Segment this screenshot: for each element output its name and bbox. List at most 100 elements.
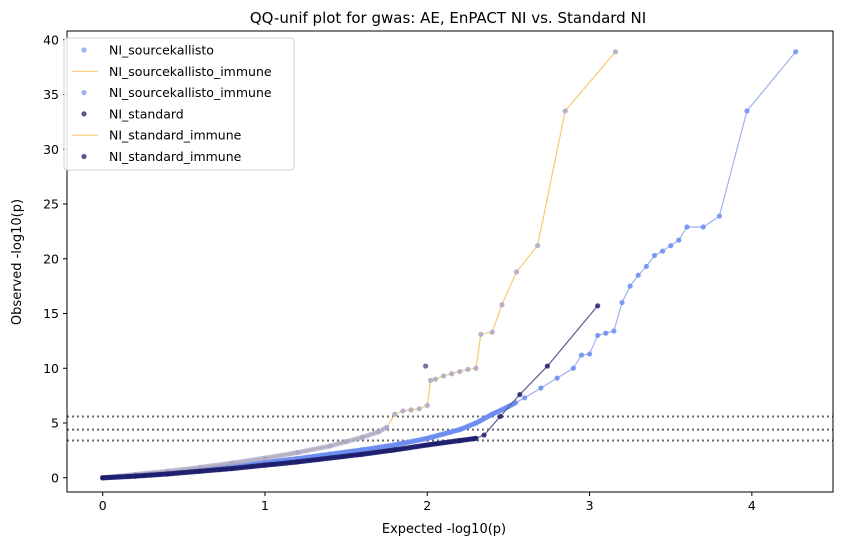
legend-label: NI_sourcekallisto_immune: [109, 85, 272, 100]
y-tick-label: 40: [43, 32, 59, 47]
data-point: [457, 426, 463, 433]
legend-label: NI_standard: [109, 106, 184, 121]
data-point: [327, 455, 333, 461]
significance-lines: [67, 415, 833, 442]
data-point: [595, 332, 601, 339]
data-point: [489, 411, 495, 417]
legend-box: [63, 37, 295, 171]
data-point: [497, 413, 503, 420]
data-point: [457, 368, 463, 375]
chart-title: QQ-unif plot for gwas: AE, EnPACT NI vs.…: [250, 9, 646, 27]
data-point: [473, 365, 479, 371]
data-point: [473, 420, 479, 426]
data-point: [517, 391, 523, 398]
legend: NI_sourcekallisto NI_sourcekallisto_immun…: [63, 37, 295, 171]
data-point: [359, 451, 365, 457]
y-tick-label: 20: [43, 251, 59, 266]
data-point: [100, 475, 106, 481]
data-point: [432, 376, 438, 382]
y-tick-label: 35: [43, 87, 59, 102]
legend-swatch: [81, 47, 87, 53]
data-point: [659, 248, 666, 254]
data-point: [793, 49, 799, 55]
data-point: [262, 462, 268, 468]
data-point: [535, 243, 541, 249]
series-dark: [100, 303, 601, 481]
data-point: [423, 363, 429, 369]
legend-swatch: [81, 90, 87, 96]
data-point: [554, 375, 560, 381]
data-point: [538, 385, 544, 391]
data-point: [473, 435, 479, 441]
x-axis: 0 1 2 3 4: [99, 492, 756, 513]
legend-swatch: [81, 153, 87, 160]
data-point: [499, 302, 505, 308]
data-point: [744, 108, 750, 114]
x-axis-label: Expected -log10(p): [382, 522, 506, 537]
data-point: [684, 224, 690, 230]
y-tick-label: 15: [43, 306, 59, 321]
data-point: [465, 366, 471, 372]
x-tick-label: 0: [99, 498, 107, 513]
y-tick-label: 25: [43, 197, 59, 212]
data-point: [651, 252, 658, 259]
series-outlier: [423, 363, 429, 369]
data-point: [619, 299, 625, 306]
x-tick-label: 3: [586, 498, 594, 513]
data-point: [427, 377, 434, 383]
data-point: [440, 373, 447, 379]
legend-swatch: [81, 111, 87, 117]
data-point: [262, 455, 268, 461]
data-point: [700, 224, 706, 230]
y-tick-label: 10: [43, 361, 59, 376]
y-tick-label: 5: [51, 416, 59, 431]
y-tick-label: 30: [43, 142, 59, 157]
data-point: [544, 363, 550, 369]
data-point: [643, 263, 649, 270]
x-tick-label: 4: [748, 498, 756, 513]
data-point: [449, 371, 455, 377]
data-point: [384, 424, 390, 430]
data-point: [229, 460, 236, 466]
data-point: [359, 447, 365, 453]
x-tick-label: 2: [423, 498, 431, 513]
data-point: [562, 108, 568, 114]
x-tick-label: 1: [261, 498, 269, 513]
data-point: [392, 447, 398, 453]
y-axis: 0 5 10 15 20 25 30 35 40: [43, 32, 67, 485]
y-axis-label: Observed -log10(p): [10, 199, 25, 325]
data-point: [343, 439, 349, 445]
plot-area: [66, 30, 834, 493]
data-point: [408, 407, 414, 413]
data-point: [229, 465, 236, 472]
data-point: [165, 471, 171, 477]
data-point: [416, 406, 422, 412]
data-point: [612, 49, 619, 55]
data-point: [375, 429, 382, 435]
data-point: [522, 395, 528, 401]
legend-label: NI_standard_immune: [109, 128, 242, 143]
data-point: [611, 328, 617, 334]
data-point: [400, 408, 406, 414]
y-tick-label: 0: [51, 470, 59, 485]
legend-label: NI_sourcekallisto_immune: [109, 64, 272, 79]
data-point: [635, 272, 641, 278]
data-point: [603, 330, 609, 336]
data-point: [586, 351, 593, 357]
data-point: [676, 237, 682, 243]
data-point: [513, 269, 520, 275]
data-point: [359, 434, 365, 440]
legend-label: NI_standard_immune: [109, 149, 242, 164]
legend-label: NI_sourcekallisto: [109, 43, 214, 58]
data-point: [570, 365, 576, 371]
data-point: [457, 437, 463, 444]
data-point: [424, 435, 430, 441]
data-point: [132, 473, 138, 479]
data-point: [392, 442, 398, 448]
data-point: [294, 459, 301, 465]
data-point: [392, 411, 398, 417]
data-point: [478, 331, 484, 337]
plot-series: [100, 49, 799, 481]
data-point: [668, 243, 674, 249]
